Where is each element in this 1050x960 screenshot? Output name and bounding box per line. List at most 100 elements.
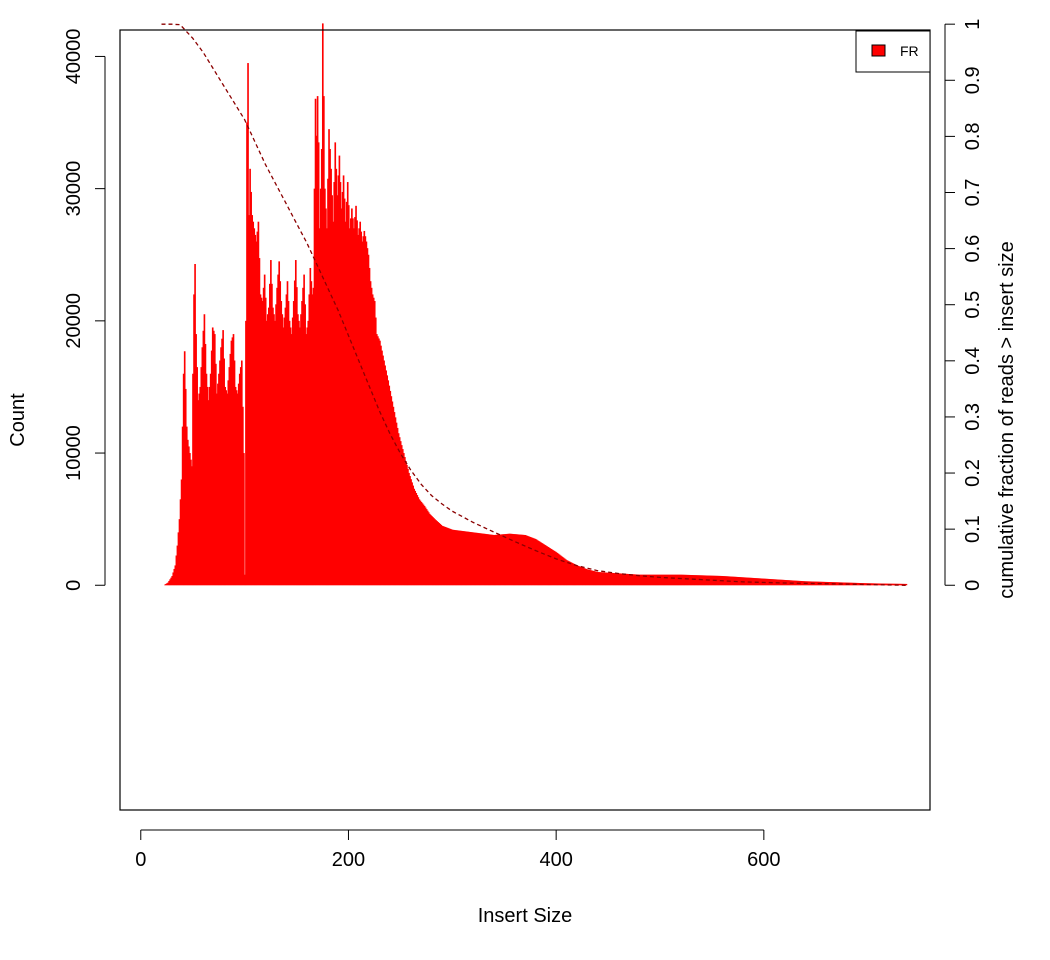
histogram-bar <box>438 522 440 586</box>
histogram-bar <box>344 221 347 586</box>
y-axis-right-title: cumulative fraction of reads > insert si… <box>996 241 1018 598</box>
histogram-bar <box>201 347 204 586</box>
histogram-bar <box>548 547 551 586</box>
histogram-bar <box>441 525 444 586</box>
histogram-bar <box>354 217 356 586</box>
histogram-bar <box>642 574 645 586</box>
histogram-bar <box>486 534 488 586</box>
histogram-bar <box>368 267 371 586</box>
x-tick-label: 400 <box>539 849 572 871</box>
histogram-bar <box>871 583 873 586</box>
histogram-bar <box>263 274 266 586</box>
histogram-bar <box>739 577 742 586</box>
histogram-bar <box>215 363 217 586</box>
histogram-bar <box>509 533 512 586</box>
histogram-bar <box>780 579 783 586</box>
histogram-bar <box>385 370 387 586</box>
histogram-bar <box>629 574 632 586</box>
histogram-bar <box>633 574 636 586</box>
histogram-bar <box>321 23 324 586</box>
histogram-bar <box>502 534 505 586</box>
histogram-bar <box>654 574 656 586</box>
histogram-bar <box>392 406 395 586</box>
histogram-bar <box>730 576 732 586</box>
histogram-bar <box>611 572 614 586</box>
histogram-bar <box>383 360 385 586</box>
histogram-bar <box>224 386 227 586</box>
histogram-bar <box>601 572 603 586</box>
histogram-bar <box>220 347 222 586</box>
histogram-bar <box>373 301 376 586</box>
histogram-bar <box>647 574 649 586</box>
histogram-bar <box>388 385 391 586</box>
histogram-bar <box>171 576 174 586</box>
histogram-bar <box>181 426 184 586</box>
histogram-bar <box>500 534 503 586</box>
histogram-bar <box>680 574 682 586</box>
histogram-bar <box>656 574 659 586</box>
histogram-bar <box>632 574 635 586</box>
histogram-bar <box>270 260 272 586</box>
histogram-bar <box>334 142 337 586</box>
histogram-bar <box>816 581 818 586</box>
histogram-bar <box>273 314 275 586</box>
histogram-bar <box>573 563 575 586</box>
histogram-bar <box>589 570 592 586</box>
histogram-bar <box>851 582 854 586</box>
histogram-bar <box>892 583 894 586</box>
legend: FR <box>855 30 931 73</box>
histogram-bar <box>577 565 580 586</box>
histogram-bar <box>590 570 593 586</box>
histogram-bar <box>615 573 618 586</box>
histogram-bar <box>366 248 369 586</box>
histogram-bar <box>759 578 761 586</box>
histogram-bar <box>451 529 454 586</box>
histogram-bar <box>578 566 581 586</box>
histogram-bar <box>902 583 905 586</box>
histogram-bar <box>304 304 306 586</box>
histogram-bar <box>659 574 662 586</box>
histogram-bar <box>765 578 768 586</box>
histogram-bar <box>327 178 329 586</box>
histogram-bar <box>614 573 617 586</box>
histogram-bar <box>516 534 518 586</box>
histogram-bar <box>255 241 258 586</box>
histogram-bar <box>618 573 621 586</box>
cumulative-fraction-line <box>161 23 907 586</box>
histogram-bar <box>544 544 546 586</box>
histogram-bar <box>540 542 542 586</box>
histogram-bar <box>179 499 182 586</box>
histogram-bar <box>490 534 492 586</box>
histogram-bar <box>458 530 460 586</box>
histogram-bar <box>651 574 653 586</box>
histogram-bar <box>591 570 594 586</box>
histogram-bar <box>447 528 450 586</box>
histogram-bar <box>221 338 223 586</box>
histogram-bar <box>443 526 446 586</box>
histogram-bar <box>527 536 530 586</box>
histogram-bar <box>278 261 281 586</box>
histogram-bar <box>230 340 233 586</box>
histogram-bar <box>744 577 747 586</box>
histogram-bar <box>251 215 254 586</box>
histogram-bar <box>435 520 437 586</box>
histogram-bar <box>419 500 422 586</box>
histogram-bar <box>575 564 578 586</box>
histogram-bar <box>335 168 338 586</box>
histogram-bar <box>636 574 639 586</box>
histogram-bar <box>206 386 209 586</box>
histogram-bar <box>692 575 695 586</box>
histogram-bar <box>594 571 596 586</box>
histogram-bar <box>233 360 236 586</box>
histogram-bar <box>429 514 432 586</box>
histogram-bar <box>281 314 284 586</box>
histogram-bar <box>645 574 648 586</box>
histogram-bar <box>503 534 506 586</box>
histogram-bar <box>725 576 728 586</box>
histogram-bar <box>456 530 459 586</box>
histogram-bar <box>272 307 274 586</box>
histogram-bar <box>213 334 216 586</box>
histogram-bar <box>275 304 277 586</box>
y-axis-title: Count <box>7 393 29 447</box>
histogram-bar <box>167 582 169 586</box>
